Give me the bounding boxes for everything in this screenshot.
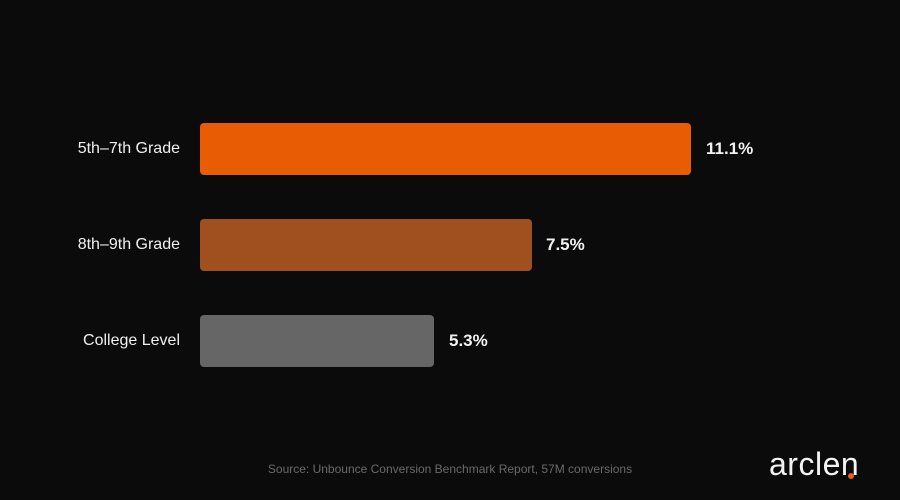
category-label: 5th–7th Grade — [77, 140, 180, 157]
category-label: 8th–9th Grade — [77, 236, 180, 253]
bar — [200, 123, 691, 175]
bar-row-college-level: College Level 5.3% — [0, 315, 900, 367]
source-note: Source: Unbounce Conversion Benchmark Re… — [267, 462, 633, 476]
value-label: 5.3% — [449, 331, 488, 350]
logo-accent-dot-icon — [848, 473, 854, 479]
bar-row-5th-7th-grade: 5th–7th Grade 11.1% — [0, 123, 900, 175]
bar-row-8th-9th-grade: 8th–9th Grade 7.5% — [0, 219, 900, 271]
category-label: College Level — [83, 332, 180, 349]
value-label: 7.5% — [546, 235, 585, 254]
bar — [200, 219, 532, 271]
value-label: 11.1% — [706, 139, 754, 158]
bar — [200, 315, 434, 367]
logo-text: arclen — [769, 446, 860, 482]
arclen-logo: arclen — [769, 446, 859, 483]
